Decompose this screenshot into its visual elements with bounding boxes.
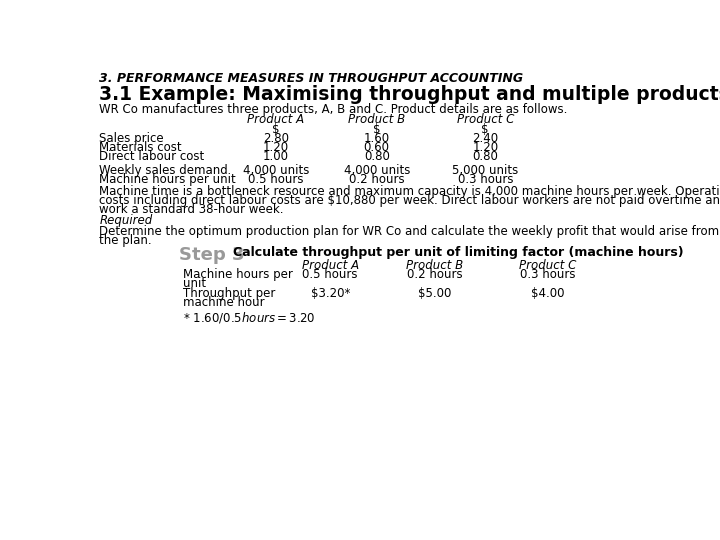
Text: 1.60: 1.60 bbox=[364, 132, 390, 145]
Text: Machine hours per unit: Machine hours per unit bbox=[99, 173, 236, 186]
Text: Step 3: Step 3 bbox=[179, 246, 245, 264]
Text: 1.00: 1.00 bbox=[263, 150, 289, 163]
Text: 2.40: 2.40 bbox=[472, 132, 498, 145]
Text: Materials cost: Materials cost bbox=[99, 141, 182, 154]
Text: Product C: Product C bbox=[456, 113, 514, 126]
Text: $4.00: $4.00 bbox=[531, 287, 564, 300]
Text: 0.60: 0.60 bbox=[364, 141, 390, 154]
Text: Product B: Product B bbox=[348, 113, 405, 126]
Text: 0.80: 0.80 bbox=[472, 150, 498, 163]
Text: Direct labour cost: Direct labour cost bbox=[99, 150, 204, 163]
Text: Sales price: Sales price bbox=[99, 132, 164, 145]
Text: Machine time is a bottleneck resource and maximum capacity is 4,000 machine hour: Machine time is a bottleneck resource an… bbox=[99, 185, 720, 198]
Text: 0.3 hours: 0.3 hours bbox=[520, 268, 575, 281]
Text: work a standard 38-hour week.: work a standard 38-hour week. bbox=[99, 204, 284, 217]
Text: 0.2 hours: 0.2 hours bbox=[349, 173, 405, 186]
Text: Calculate throughput per unit of limiting factor (machine hours): Calculate throughput per unit of limitin… bbox=[233, 246, 684, 259]
Text: 5,000 units: 5,000 units bbox=[452, 164, 518, 177]
Text: 0.5 hours: 0.5 hours bbox=[248, 173, 304, 186]
Text: 3. PERFORMANCE MEASURES IN THROUGHPUT ACCOUNTING: 3. PERFORMANCE MEASURES IN THROUGHPUT AC… bbox=[99, 72, 523, 85]
Text: the plan.: the plan. bbox=[99, 234, 152, 247]
Text: 1.20: 1.20 bbox=[263, 141, 289, 154]
Text: 1.20: 1.20 bbox=[472, 141, 498, 154]
Text: Determine the optimum production plan for WR Co and calculate the weekly profit : Determine the optimum production plan fo… bbox=[99, 225, 719, 238]
Text: 4,000 units: 4,000 units bbox=[243, 164, 309, 177]
Text: 3.1 Example: Maximising throughput and multiple products: 3.1 Example: Maximising throughput and m… bbox=[99, 85, 720, 104]
Text: unit: unit bbox=[183, 278, 206, 291]
Text: 0.3 hours: 0.3 hours bbox=[457, 173, 513, 186]
Text: $3.20*: $3.20* bbox=[310, 287, 350, 300]
Text: Weekly sales demand: Weekly sales demand bbox=[99, 164, 228, 177]
Text: costs including direct labour costs are $10,880 per week. Direct labour workers : costs including direct labour costs are … bbox=[99, 194, 720, 207]
Text: * $1.60 / 0.5 hours = $3.20: * $1.60 / 0.5 hours = $3.20 bbox=[183, 309, 315, 325]
Text: $: $ bbox=[373, 123, 380, 136]
Text: Product C: Product C bbox=[518, 259, 576, 272]
Text: Machine hours per: Machine hours per bbox=[183, 268, 293, 281]
Text: machine hour: machine hour bbox=[183, 296, 265, 309]
Text: 0.80: 0.80 bbox=[364, 150, 390, 163]
Text: Product B: Product B bbox=[406, 259, 464, 272]
Text: $: $ bbox=[482, 123, 489, 136]
Text: WR Co manufactures three products, A, B and C. Product details are as follows.: WR Co manufactures three products, A, B … bbox=[99, 103, 567, 116]
Text: 0.2 hours: 0.2 hours bbox=[407, 268, 463, 281]
Text: Throughput per: Throughput per bbox=[183, 287, 275, 300]
Text: 4,000 units: 4,000 units bbox=[343, 164, 410, 177]
Text: 2.80: 2.80 bbox=[263, 132, 289, 145]
Text: $5.00: $5.00 bbox=[418, 287, 451, 300]
Text: 0.5 hours: 0.5 hours bbox=[302, 268, 358, 281]
Text: Product A: Product A bbox=[302, 259, 359, 272]
Text: Required: Required bbox=[99, 214, 153, 227]
Text: Product A: Product A bbox=[248, 113, 305, 126]
Text: $: $ bbox=[272, 123, 280, 136]
